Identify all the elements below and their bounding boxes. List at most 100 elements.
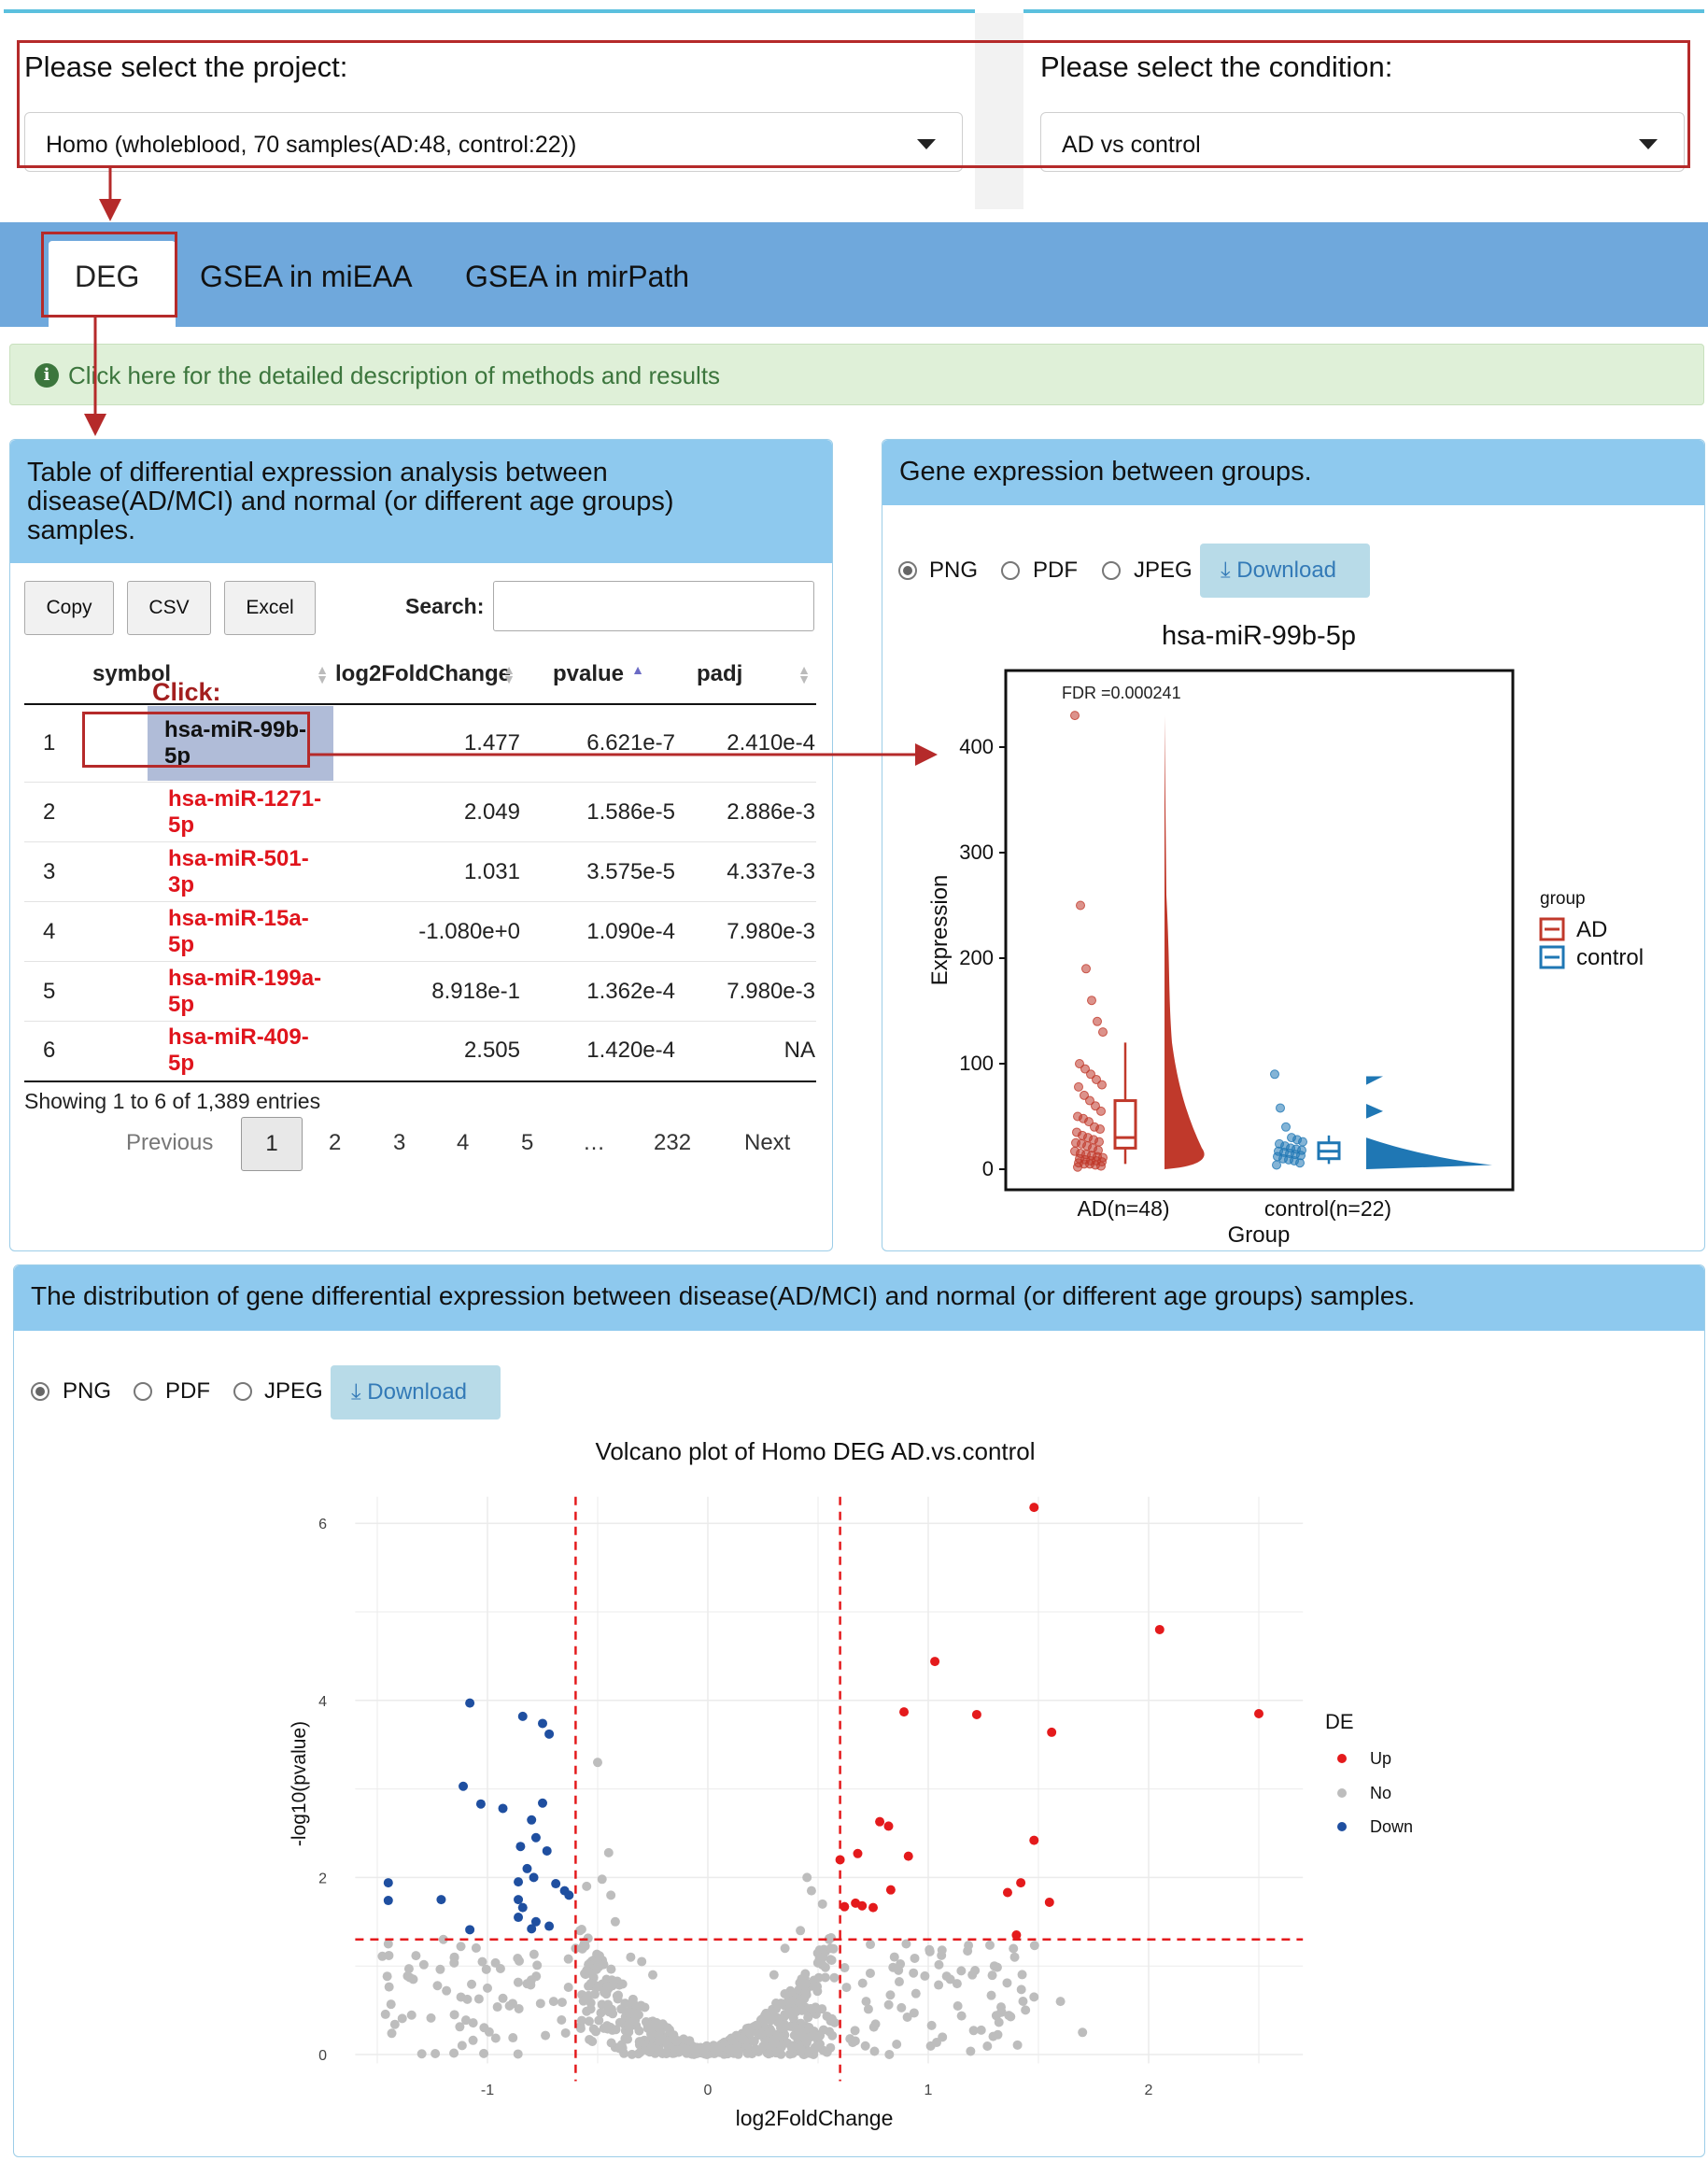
col-lfc-header[interactable]: log2FoldChange ▲ ▼ bbox=[334, 644, 521, 705]
annotation-select-box bbox=[17, 40, 1690, 168]
volcano-point-down bbox=[522, 1863, 532, 1873]
deg-table-title-line-3: samples. bbox=[27, 516, 136, 545]
volcano-point-no bbox=[606, 2038, 616, 2048]
png-radio-label: PNG bbox=[929, 558, 979, 583]
table-row[interactable]: 6 hsa-miR-409-5p 2.505 1.420e-4 NA bbox=[24, 1021, 816, 1082]
pagination-next[interactable]: Next bbox=[744, 1130, 791, 1155]
row-symbol-link[interactable]: hsa-miR-15a-5p bbox=[92, 901, 334, 962]
boxplot-point bbox=[1096, 1106, 1106, 1116]
annotation-click-note: Click: bbox=[152, 678, 221, 706]
download-button[interactable]: ⤓ Download bbox=[1200, 544, 1370, 598]
table-row[interactable]: 2 hsa-miR-1271-5p 2.049 1.586e-5 2.886e-… bbox=[24, 782, 816, 842]
volcano-point-down bbox=[527, 1924, 537, 1934]
volcano-point-up bbox=[1154, 1624, 1165, 1634]
download-button[interactable]: ⤓ Download bbox=[331, 1365, 501, 1419]
volcano-point-no bbox=[473, 1994, 484, 2004]
row-symbol-highlight[interactable]: hsa-miR-99b-5p bbox=[148, 706, 333, 781]
col-symbol-label: symbol bbox=[92, 660, 172, 686]
selector-gap bbox=[975, 13, 1023, 209]
copy-button[interactable]: Copy bbox=[24, 581, 114, 635]
row-symbol-link[interactable]: hsa-miR-1271-5p bbox=[92, 782, 334, 842]
col-pvalue-header[interactable]: pvalue ▲ bbox=[521, 644, 676, 705]
project-select[interactable]: Homo (wholeblood, 70 samples(AD:48, cont… bbox=[24, 112, 963, 172]
boxplot-ytick-label: 400 bbox=[959, 735, 994, 758]
volcano-point-no bbox=[1009, 1943, 1019, 1954]
pagination-page[interactable]: 232 bbox=[654, 1130, 692, 1155]
row-padj: 7.980e-3 bbox=[676, 961, 816, 1022]
boxplot-point bbox=[1086, 1069, 1095, 1080]
volcano-point-no bbox=[1009, 1952, 1020, 1962]
boxplot-point bbox=[1081, 964, 1091, 974]
volcano-point-no bbox=[713, 2041, 724, 2052]
table-row[interactable]: 1 hsa-miR-99b-5p 1.477 6.621e-7 2.410e-4 bbox=[24, 704, 816, 783]
tab-gsea-mirpath[interactable]: GSEA in mirPath bbox=[465, 260, 690, 293]
pagination-page[interactable]: 3 bbox=[393, 1130, 406, 1155]
row-symbol-selected[interactable]: hsa-miR-99b-5p bbox=[92, 704, 334, 783]
volcano-point-no bbox=[689, 2046, 699, 2056]
jpeg-radio[interactable] bbox=[233, 1382, 252, 1401]
row-index: 5 bbox=[24, 961, 92, 1022]
volcano-point-no bbox=[416, 2049, 427, 2059]
col-lfc-label: log2FoldChange bbox=[335, 660, 511, 686]
volcano-point-no bbox=[513, 1977, 523, 1987]
boxplot-point bbox=[1073, 1162, 1082, 1172]
row-symbol-link[interactable]: hsa-miR-501-3p bbox=[92, 841, 334, 902]
pagination-page-current[interactable]: 1 bbox=[241, 1117, 303, 1171]
volcano-point-no bbox=[483, 1983, 492, 1993]
volcano-point-no bbox=[1029, 1992, 1039, 2002]
csv-button[interactable]: CSV bbox=[127, 581, 211, 635]
volcano-point-no bbox=[1021, 2005, 1031, 2015]
tab-deg[interactable]: DEG bbox=[49, 241, 176, 329]
volcano-point-no bbox=[824, 1934, 834, 1944]
table-row[interactable]: 5 hsa-miR-199a-5p 8.918e-1 1.362e-4 7.98… bbox=[24, 961, 816, 1022]
boxplot-legend-title: group bbox=[1540, 889, 1586, 909]
volcano-point-no bbox=[883, 1999, 894, 2010]
volcano-point-no bbox=[513, 1953, 523, 1963]
volcano-point-no bbox=[829, 2017, 840, 2027]
volcano-point-no bbox=[840, 1963, 850, 1973]
pdf-radio[interactable] bbox=[1001, 561, 1020, 580]
row-symbol-link[interactable]: hsa-miR-409-5p bbox=[92, 1021, 334, 1082]
description-alert[interactable]: i Click here for the detailed descriptio… bbox=[9, 344, 1704, 405]
condition-select[interactable]: AD vs control bbox=[1040, 112, 1685, 172]
pagination-ellipsis: … bbox=[583, 1130, 605, 1155]
col-padj-header[interactable]: padj ▲ ▼ bbox=[676, 644, 816, 705]
volcano-point-no bbox=[593, 1758, 602, 1768]
pagination-page[interactable]: 5 bbox=[521, 1130, 534, 1155]
excel-button[interactable]: Excel bbox=[224, 581, 316, 635]
pagination-page[interactable]: 4 bbox=[457, 1130, 470, 1155]
volcano-point-no bbox=[987, 1970, 997, 1981]
volcano-ytick-label: 6 bbox=[318, 1517, 327, 1532]
row-pvalue: 1.586e-5 bbox=[521, 782, 676, 842]
volcano-point-no bbox=[403, 1964, 414, 1974]
boxplot-violin bbox=[1165, 715, 1205, 1169]
col-symbol-header[interactable]: symbol ▲ ▼ bbox=[92, 644, 334, 705]
jpeg-radio[interactable] bbox=[1102, 561, 1121, 580]
pagination-page[interactable]: 2 bbox=[329, 1130, 342, 1155]
volcano-point-no bbox=[411, 1951, 421, 1961]
volcano-point-no bbox=[582, 2006, 592, 2016]
download-icon: ⤓ bbox=[1221, 558, 1231, 583]
png-radio[interactable] bbox=[898, 561, 917, 580]
boxplot-point bbox=[1085, 1095, 1094, 1106]
table-row[interactable]: 4 hsa-miR-15a-5p -1.080e+0 1.090e-4 7.98… bbox=[24, 901, 816, 962]
pagination-previous[interactable]: Previous bbox=[126, 1130, 214, 1155]
boxplot-point bbox=[1093, 1016, 1102, 1026]
table-row[interactable]: 3 hsa-miR-501-3p 1.031 3.575e-5 4.337e-3 bbox=[24, 841, 816, 902]
volcano-legend-up: Up bbox=[1370, 1749, 1391, 1768]
volcano-point-no bbox=[535, 1999, 545, 2009]
pdf-radio[interactable] bbox=[134, 1382, 152, 1401]
volcano-point-no bbox=[597, 1874, 607, 1885]
volcano-xtick-label: 2 bbox=[1145, 2083, 1153, 2098]
volcano-xtick-label: 0 bbox=[704, 2083, 713, 2098]
volcano-point-no bbox=[889, 1952, 899, 1962]
volcano-point-no bbox=[471, 1942, 481, 1953]
volcano-point-no bbox=[477, 1956, 487, 1967]
volcano-point-no bbox=[788, 2022, 798, 2032]
search-input[interactable] bbox=[493, 581, 814, 631]
png-radio[interactable] bbox=[31, 1382, 49, 1401]
volcano-point-no bbox=[663, 2041, 673, 2051]
tab-gsea-mieaa[interactable]: GSEA in miEAA bbox=[200, 260, 413, 293]
row-symbol-link[interactable]: hsa-miR-199a-5p bbox=[92, 961, 334, 1022]
boxplot-point bbox=[1074, 1081, 1083, 1092]
